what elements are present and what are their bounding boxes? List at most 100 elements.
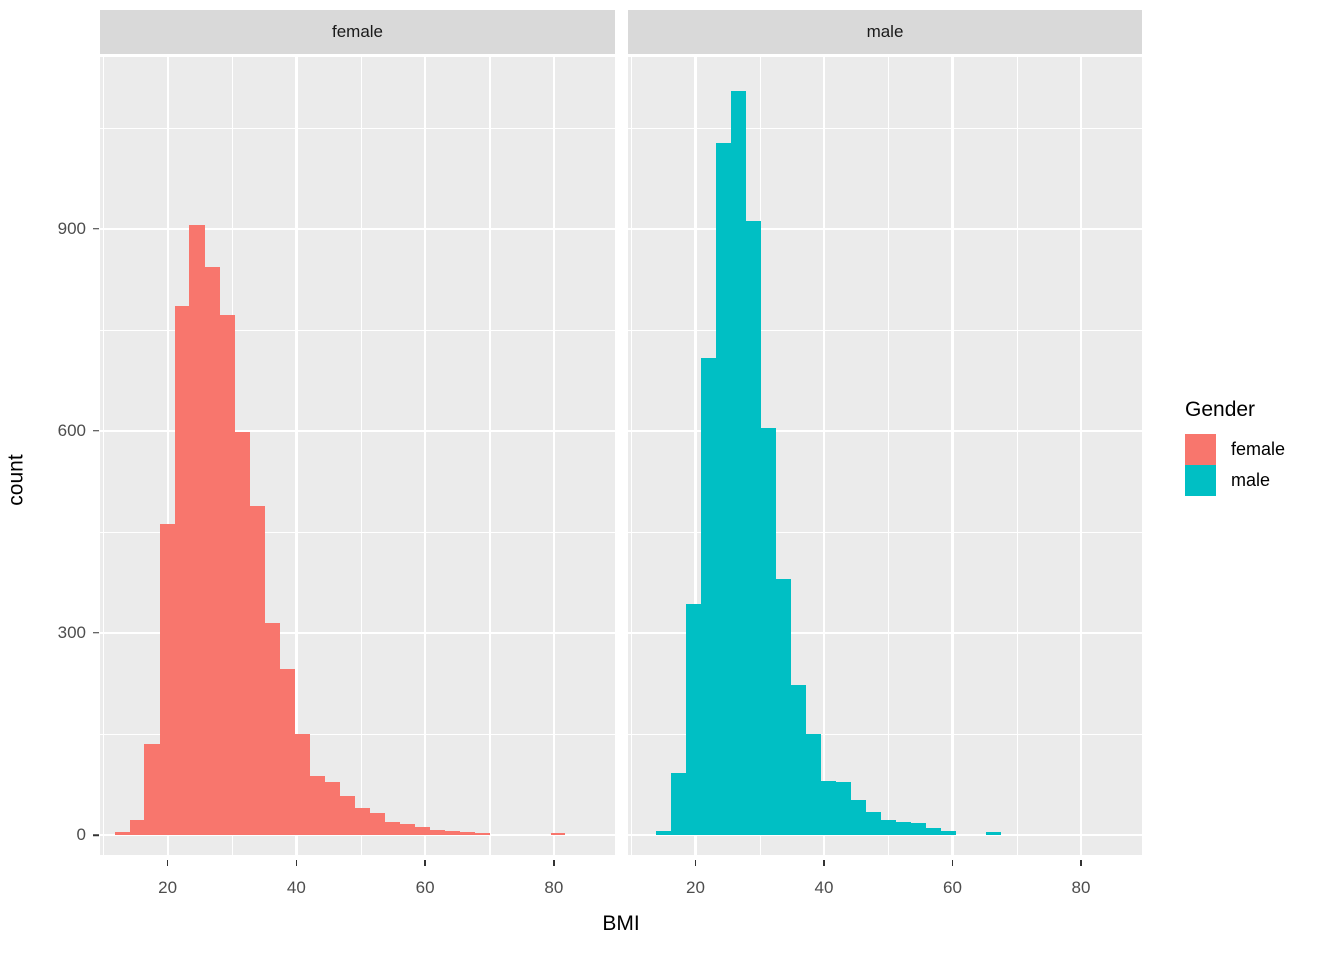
gridline-minor-y: [100, 733, 615, 736]
gridline-major-y: [628, 429, 1142, 433]
legend-title: Gender: [1185, 398, 1256, 421]
legend-items: female male: [1185, 434, 1285, 496]
gridline-minor-y: [100, 127, 615, 129]
histogram-bar: [850, 799, 866, 835]
gridline-minor-x: [1016, 57, 1018, 855]
histogram-bar: [219, 315, 235, 835]
histogram-bar: [985, 832, 1001, 835]
histogram-bar: [775, 579, 792, 835]
histogram-bar: [475, 832, 491, 835]
gridline-major-y: [628, 227, 1142, 230]
histogram-bar: [910, 822, 927, 835]
histogram-bar: [385, 821, 400, 835]
gridline-major-x: [694, 57, 697, 855]
plot-area-female: [100, 57, 615, 855]
gridline-minor-x: [360, 57, 362, 855]
x-tick-mark: [295, 860, 298, 866]
x-tick-label: 80: [1071, 878, 1091, 897]
histogram-bar: [716, 143, 731, 835]
x-tick-label: 60: [942, 878, 962, 897]
histogram-bar: [279, 668, 296, 835]
legend-color-swatch: [1185, 465, 1216, 496]
legend-key-box: [1185, 434, 1216, 465]
y-tick-mark: [93, 228, 99, 230]
gridline-major-x: [1079, 57, 1083, 855]
gridline-major-x: [295, 57, 298, 855]
histogram-bar: [430, 829, 446, 835]
y-tick-mark: [93, 430, 99, 432]
legend-item-label: female: [1231, 439, 1286, 459]
facet-strip-label-female: female: [100, 10, 615, 54]
histogram-bar: [836, 782, 851, 835]
legend-item-female[interactable]: female: [1185, 434, 1285, 465]
histogram-bar: [264, 622, 280, 835]
x-tick-label: 40: [814, 878, 834, 897]
gridline-minor-x: [888, 57, 890, 855]
gridline-minor-y: [628, 329, 1142, 331]
histogram-bar: [249, 506, 265, 835]
histogram-bar: [324, 782, 341, 835]
x-axis-title: BMI: [602, 912, 640, 935]
gridline-major-x: [552, 57, 556, 855]
legend: Gender female male: [1185, 398, 1285, 496]
gridline-minor-y: [628, 127, 1142, 129]
gridline-major-y: [100, 631, 615, 635]
histogram-bar: [459, 832, 476, 835]
histogram-bar: [414, 826, 431, 835]
legend-color-swatch: [1185, 434, 1216, 465]
plot-area-male: [628, 57, 1142, 855]
histogram-bar: [671, 773, 686, 835]
y-tick-mark: [93, 834, 99, 836]
x-tick-label: 20: [158, 878, 178, 897]
histogram-bar: [309, 775, 325, 835]
y-axis-title: count: [5, 454, 28, 506]
histogram-bar: [881, 820, 896, 835]
x-tick-label: 60: [415, 878, 435, 897]
facet-strip-label-male: male: [628, 10, 1142, 54]
gridline-minor-y: [628, 733, 1142, 736]
gridline-major-y: [100, 227, 615, 230]
histogram-bar: [926, 827, 941, 835]
histogram-bar: [369, 812, 386, 835]
x-tick-mark: [951, 860, 954, 866]
histogram-bar: [805, 733, 821, 835]
gridline-major-y: [628, 631, 1142, 635]
histogram-bar: [340, 795, 355, 835]
histogram-bar: [656, 830, 672, 835]
histogram-bar: [129, 820, 145, 835]
histogram-bar: [940, 830, 956, 835]
x-tick-mark: [694, 860, 697, 866]
legend-item-male[interactable]: male: [1185, 465, 1285, 496]
histogram-bar: [159, 523, 175, 835]
gridline-minor-x: [103, 57, 105, 855]
gridline-minor-x: [631, 57, 633, 855]
histogram-bar: [730, 90, 747, 835]
histogram-bar: [234, 431, 250, 835]
y-tick-mark: [93, 632, 99, 634]
gridline-major-y: [100, 429, 615, 433]
y-tick-label: 600: [57, 420, 86, 440]
histogram-bar: [445, 830, 460, 835]
legend-key-box: [1185, 465, 1216, 496]
histogram-bar: [399, 823, 415, 835]
x-tick-mark: [424, 860, 426, 866]
histogram-bar: [820, 781, 837, 835]
y-tick-label: 300: [57, 622, 86, 642]
histogram-bar: [865, 812, 882, 835]
histogram-bar: [354, 808, 370, 835]
x-tick-label: 80: [544, 878, 564, 897]
y-tick-label: 900: [57, 218, 86, 238]
histogram-bar: [685, 603, 702, 835]
gridline-major-x: [951, 57, 954, 855]
histogram-bar: [701, 358, 716, 835]
histogram-bar: [760, 428, 776, 835]
x-tick-mark: [553, 860, 555, 866]
x-tick-label: 20: [685, 878, 705, 897]
x-tick-mark: [166, 860, 169, 866]
histogram-bar: [295, 733, 310, 835]
gridline-minor-y: [628, 531, 1142, 533]
gridline-major-x: [822, 57, 826, 855]
gridline-major-y: [100, 834, 615, 837]
y-tick-label: 0: [76, 825, 86, 844]
